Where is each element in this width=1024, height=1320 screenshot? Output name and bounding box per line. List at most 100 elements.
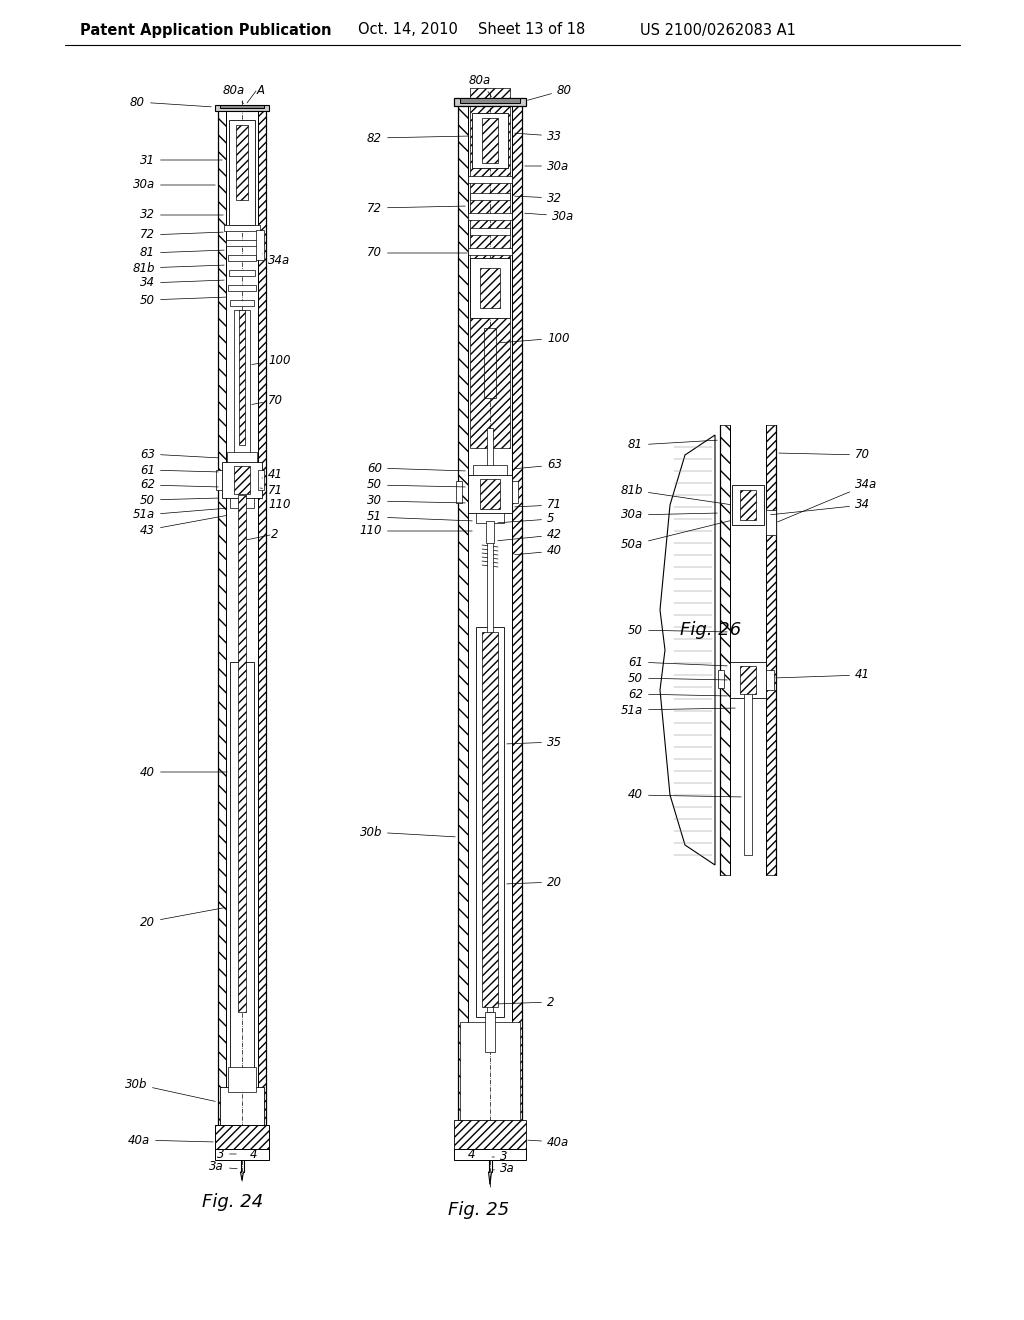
Bar [454,98,526,106]
Text: 61: 61 [628,656,727,668]
Text: 3a: 3a [492,1163,515,1176]
Bar [487,428,493,1012]
Bar [234,310,250,455]
Bar [215,1125,269,1150]
Bar [238,495,246,1012]
Bar [226,240,258,246]
Text: 41: 41 [776,668,870,681]
Bar [460,1022,520,1122]
Bar [215,106,269,111]
Bar [718,671,724,688]
Text: Patent Application Publication: Patent Application Publication [80,22,332,37]
Bar [239,310,245,445]
Text: 4: 4 [468,1147,475,1160]
Bar [220,106,264,108]
Text: 40: 40 [140,766,227,779]
Text: 43: 43 [140,516,226,536]
Bar [485,1012,495,1052]
Bar [476,513,504,523]
Bar [256,230,264,260]
Bar [482,632,498,1007]
Bar [454,1148,526,1160]
Bar [454,1119,526,1150]
Bar [766,425,776,875]
Text: 5: 5 [498,512,555,525]
Bar [486,521,494,543]
Bar [744,680,752,855]
Bar [230,663,254,1072]
Text: 81b: 81b [132,261,224,275]
Bar [732,484,764,525]
Text: 2: 2 [271,528,279,541]
Text: 35: 35 [507,735,562,748]
Bar [476,627,504,1016]
Bar [460,98,520,103]
Text: 110: 110 [262,499,291,511]
Text: 40: 40 [628,788,741,801]
Bar [228,255,256,261]
Bar [512,98,522,1150]
Text: 30a: 30a [524,210,574,223]
Text: 50: 50 [628,623,727,636]
Bar [470,267,510,273]
Text: Fig. 24: Fig. 24 [202,1193,263,1210]
Text: US 2100/0262083 A1: US 2100/0262083 A1 [640,22,796,37]
Text: 81: 81 [628,438,717,451]
Text: 71: 71 [515,499,562,511]
Bar [258,106,266,1150]
Text: 61: 61 [140,463,218,477]
Bar [470,228,510,235]
Text: 34a: 34a [777,479,878,521]
Bar [468,248,512,255]
Text: Sheet 13 of 18: Sheet 13 of 18 [478,22,586,37]
Bar [456,480,462,503]
Bar [218,106,226,1150]
Text: 30a: 30a [133,178,215,191]
Text: 34: 34 [771,499,870,515]
Text: 2: 2 [498,995,555,1008]
Text: 51: 51 [367,511,472,524]
Text: 81b: 81b [621,483,730,504]
Bar [228,1067,256,1092]
Bar [480,479,500,510]
Bar [215,1148,269,1160]
Text: 30b: 30b [125,1077,215,1101]
Text: 20: 20 [140,908,225,928]
Text: 30b: 30b [359,825,456,838]
Text: 80a: 80a [469,74,492,96]
Bar [470,257,510,318]
Text: 40a: 40a [128,1134,213,1147]
Text: 50: 50 [367,479,465,491]
Text: 30: 30 [367,495,465,507]
Text: 51a: 51a [621,704,735,717]
Bar [228,285,256,290]
Text: 63: 63 [515,458,562,471]
Text: 110: 110 [359,524,472,537]
Text: 60: 60 [367,462,465,474]
Text: Fig. 25: Fig. 25 [449,1201,509,1218]
Text: 82: 82 [367,132,468,144]
Text: 34: 34 [140,276,224,289]
Text: 41: 41 [262,469,283,482]
Text: 30a: 30a [621,508,717,521]
Bar [230,498,254,508]
Text: 50a: 50a [621,520,730,552]
Text: 34a: 34a [262,253,290,267]
Text: 32: 32 [140,209,223,222]
Text: 70: 70 [779,449,870,462]
Bar [224,224,260,231]
Text: 20: 20 [507,875,562,888]
Text: 100: 100 [500,331,569,345]
Text: A: A [257,83,265,96]
Text: 100: 100 [252,354,291,367]
Text: 4: 4 [250,1147,257,1160]
Bar [236,125,248,201]
Text: 40: 40 [515,544,562,557]
Text: 50: 50 [140,293,226,306]
Text: 80: 80 [130,95,211,108]
Bar [258,470,264,490]
Bar [234,466,250,494]
Polygon shape [660,436,715,865]
Bar [720,425,730,875]
Bar [472,114,508,168]
